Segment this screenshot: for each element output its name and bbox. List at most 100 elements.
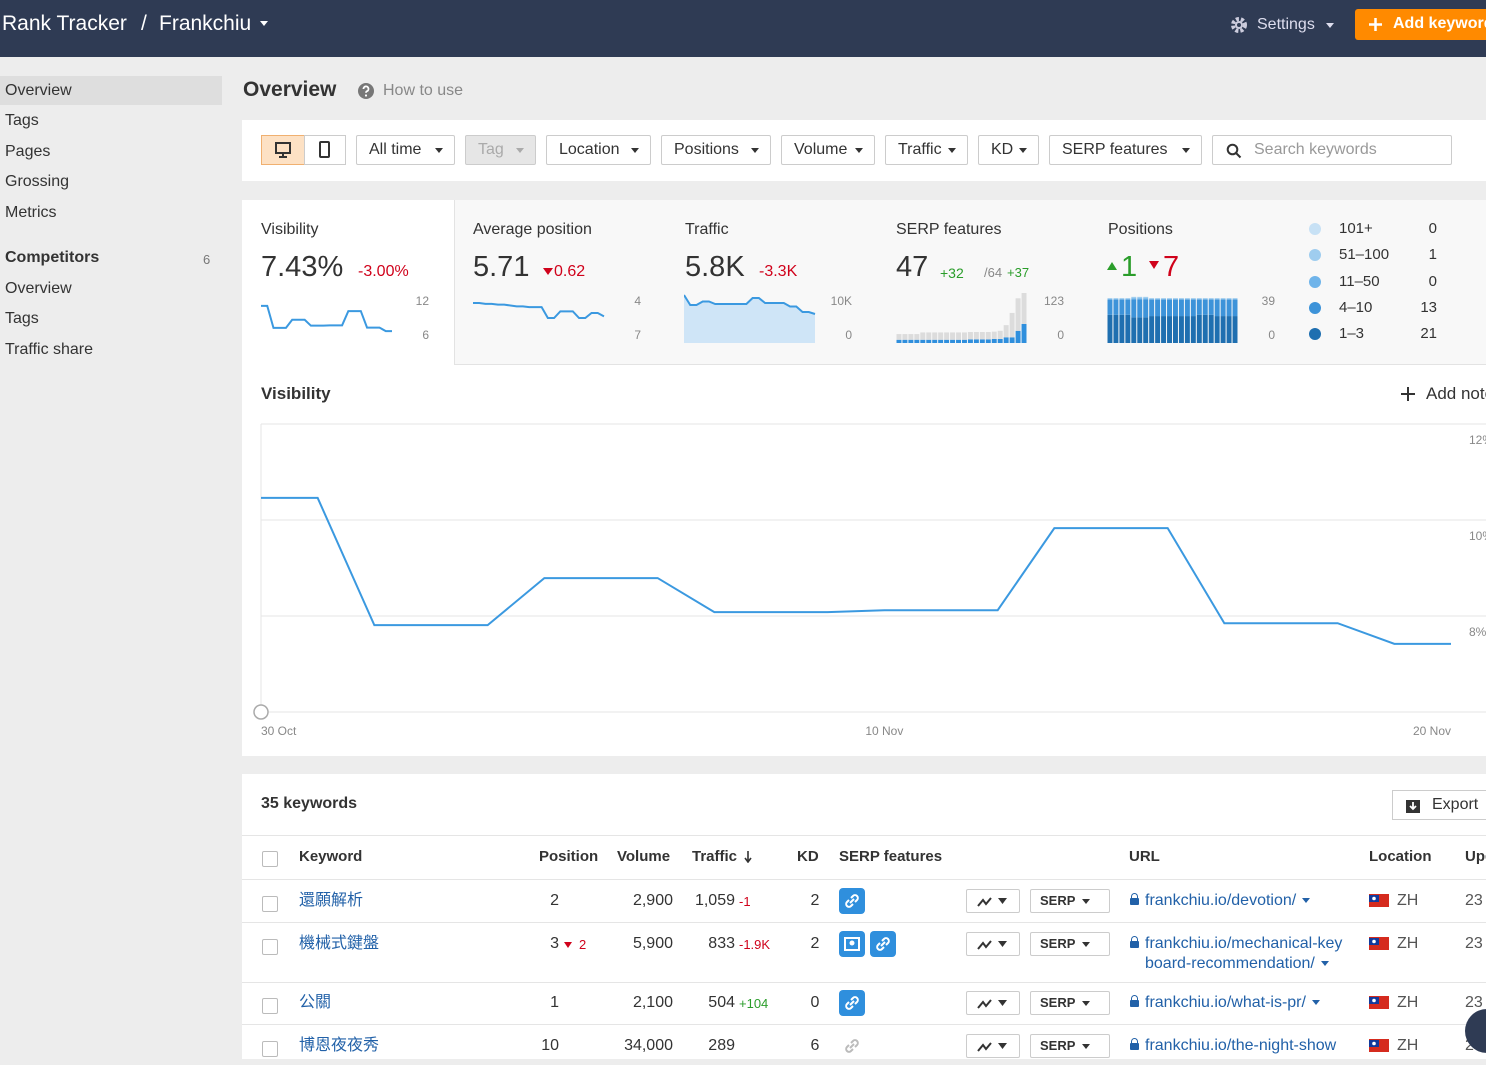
chart-button[interactable] [966,1034,1020,1058]
filter-button[interactable]: KD [978,135,1039,165]
spark-bar [991,331,997,339]
checkbox[interactable] [262,851,278,867]
checkbox[interactable] [262,1041,278,1057]
spark-bar [1021,323,1027,343]
nav-item[interactable]: Pages [5,143,51,160]
project[interactable]: Frankchiu [159,12,252,35]
divider [242,835,1486,836]
export-button[interactable]: Export [1392,790,1486,820]
column-header[interactable]: Traffic [692,848,738,865]
checkbox[interactable] [262,998,278,1014]
help-icon[interactable] [357,82,375,100]
column-header[interactable]: Keyword [299,848,363,865]
spark-bar [1232,316,1238,343]
spark-bar [1167,299,1172,317]
brand[interactable]: Rank Tracker [2,12,127,35]
url[interactable]: frankchiu.io/mechanical-keyboard-recomme… [1145,934,1350,974]
metric-label[interactable]: Visibility [261,221,319,238]
keyword[interactable]: 公關 [299,994,332,1011]
divider [242,879,1486,880]
metric-label[interactable]: Average position [473,221,592,238]
chat-button[interactable] [1465,1009,1486,1053]
filter-button[interactable]: Location [546,135,651,165]
spark-bar [896,334,902,340]
url[interactable]: frankchiu.io/devotion/ [1145,891,1350,911]
filter-button[interactable]: All time [356,135,455,165]
settings[interactable]: Settings [1257,16,1315,33]
checkbox[interactable] [262,939,278,955]
filter-button[interactable]: Volume [781,135,875,165]
filter-label: KD [991,141,1014,158]
nav-item[interactable]: Overview [5,82,72,99]
spark-bar [1155,316,1161,343]
spark-bar [1220,298,1226,300]
filter-button[interactable]: SERP features [1049,135,1202,165]
sidebar-selected [0,76,222,105]
chart-button[interactable] [966,889,1020,913]
keyword[interactable]: 還願解析 [299,892,364,909]
filter-button[interactable]: Traffic [885,135,968,165]
spark-bar [1131,299,1137,318]
spark-tick-label: 0 [845,328,852,342]
metric-label[interactable]: Traffic [685,221,729,238]
checkbox[interactable] [262,896,278,912]
spark-bar [1190,299,1196,317]
position: 3 [550,935,559,952]
add-keywords-button[interactable]: Add keywords [1355,9,1486,40]
serp-button[interactable]: SERP [1030,889,1110,913]
url[interactable]: frankchiu.io/what-is-pr/ [1145,993,1350,1013]
chart-button[interactable] [966,932,1020,956]
column-header[interactable]: Volume [617,848,671,865]
updated: 23 [1465,935,1483,952]
lock-shackle [1131,1038,1138,1044]
export-label: Export [1432,796,1479,813]
spark-bar [1178,298,1184,300]
sort-arrow [744,851,752,863]
metric-label[interactable]: SERP features [896,221,1002,238]
keyword[interactable]: 博恩夜夜秀 [299,1037,380,1054]
url-text: frankchiu.io/devotion/ [1145,892,1297,909]
spark-bar [1131,317,1137,343]
keyword[interactable]: 機械式鍵盤 [299,935,380,952]
url[interactable]: frankchiu.io/the-night-show [1145,1036,1350,1056]
serp-button[interactable]: SERP [1030,1034,1110,1058]
spark-bar [1125,314,1131,343]
column-header[interactable]: SERP features [839,848,943,865]
nav-item[interactable]: Grossing [5,173,70,190]
divider [242,1024,1486,1025]
chart-button[interactable] [966,991,1020,1015]
spark-bar [902,339,908,343]
serp-button[interactable]: SERP [1030,932,1110,956]
column-header[interactable]: Location [1369,848,1432,865]
search-box[interactable]: Search keywords [1212,135,1452,165]
nav-item[interactable]: Tags [5,310,39,327]
spark-bar [962,332,967,340]
mobile-toggle[interactable] [304,135,346,165]
flag [1369,894,1389,907]
metric-value: 5.71 [473,251,530,283]
metric-label[interactable]: Positions [1108,221,1173,238]
column-header[interactable]: URL [1129,848,1160,865]
nav-item[interactable]: Metrics [5,204,57,221]
filter-label: SERP features [1062,141,1168,158]
caret [1082,1044,1091,1050]
spark-bar [1214,298,1220,300]
column-header[interactable]: Position [539,848,599,865]
desktop-toggle[interactable] [261,135,305,165]
help-link[interactable]: How to use [383,82,464,99]
spark-bar [1178,299,1184,317]
nav-item[interactable]: Overview [5,280,72,297]
add-note[interactable]: Add note [1426,384,1486,403]
nav-item[interactable]: Tags [5,112,39,129]
location: ZH [1397,1037,1419,1054]
spark-bar [938,332,944,340]
filter-button[interactable]: Positions [661,135,771,165]
column-header[interactable]: KD [797,848,819,865]
column-header[interactable]: Updated [1465,848,1486,865]
spark-bar [956,339,961,343]
metric-value: 47 [896,251,929,283]
nav-item[interactable]: Traffic share [5,341,94,358]
serp-button[interactable]: SERP [1030,991,1110,1015]
filter-button[interactable]: Tag [465,135,536,165]
legend-dot [1309,275,1321,288]
